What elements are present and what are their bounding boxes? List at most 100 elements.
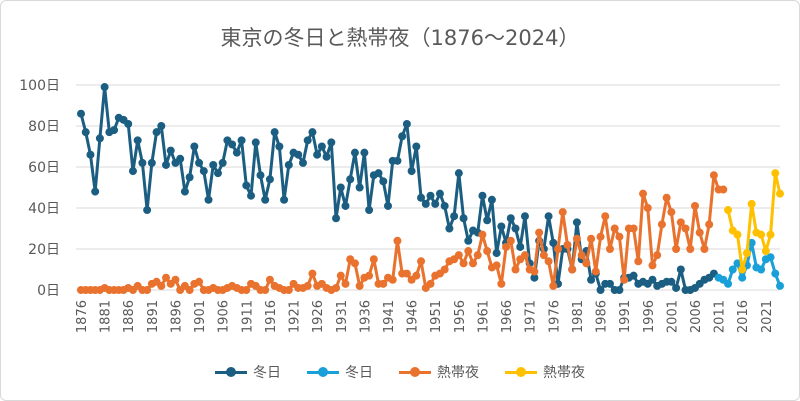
- data-point: [308, 269, 317, 278]
- data-point: [634, 257, 643, 266]
- data-point: [544, 257, 553, 266]
- legend-item: 熱帯夜: [399, 362, 479, 382]
- data-point: [204, 195, 213, 204]
- data-point: [275, 142, 284, 151]
- data-point: [143, 206, 152, 215]
- data-point: [317, 142, 326, 151]
- x-tick-label: 1956: [453, 300, 468, 333]
- x-tick-label: 1886: [122, 300, 137, 333]
- data-point: [459, 259, 468, 268]
- data-point: [459, 214, 468, 223]
- data-point: [95, 134, 104, 143]
- data-point: [530, 267, 539, 276]
- data-point: [294, 150, 303, 159]
- data-point: [128, 167, 137, 176]
- data-point: [478, 191, 487, 200]
- data-point: [185, 173, 194, 182]
- data-point: [596, 286, 605, 294]
- data-point: [256, 171, 265, 180]
- data-point: [110, 126, 119, 135]
- y-tick-label: 0日: [37, 283, 60, 299]
- data-point: [610, 224, 619, 233]
- x-tick-label: 2016: [736, 300, 751, 333]
- data-point: [572, 234, 581, 243]
- data-point: [520, 212, 529, 221]
- data-point: [313, 150, 322, 159]
- data-point: [431, 199, 440, 208]
- data-point: [166, 146, 175, 155]
- x-tick-label: 1941: [382, 300, 397, 333]
- data-point: [516, 242, 525, 251]
- data-point: [341, 279, 350, 288]
- data-point: [771, 269, 780, 278]
- data-point: [473, 251, 482, 260]
- data-point: [766, 253, 775, 262]
- legend-label: 冬日: [253, 365, 281, 381]
- legend-swatch: [399, 366, 431, 377]
- x-tick-label: 1876: [75, 300, 90, 333]
- data-point: [209, 160, 218, 169]
- x-tick-label: 2011: [713, 300, 728, 333]
- data-point: [728, 265, 737, 274]
- data-point: [464, 247, 473, 256]
- data-point: [379, 279, 388, 288]
- data-point: [582, 259, 591, 268]
- data-point: [251, 138, 260, 147]
- data-point: [341, 201, 350, 210]
- chart-title: 東京の冬日と熱帯夜（1876～2024）: [220, 26, 580, 50]
- data-point: [152, 128, 161, 137]
- data-point: [492, 261, 501, 270]
- data-point: [124, 119, 133, 128]
- data-point: [776, 189, 784, 198]
- data-point: [365, 206, 374, 215]
- data-point: [379, 177, 388, 186]
- x-tick-label: 1981: [571, 300, 586, 333]
- data-point: [185, 286, 194, 294]
- data-point: [554, 245, 563, 253]
- data-point: [577, 251, 586, 260]
- data-point: [724, 279, 733, 288]
- data-point: [147, 158, 156, 167]
- data-point: [247, 191, 256, 200]
- data-point: [242, 181, 251, 190]
- data-point: [365, 271, 374, 280]
- data-point: [662, 193, 671, 202]
- data-point: [237, 136, 246, 145]
- legend: 冬日 冬日 熱帯夜 熱帯夜: [0, 362, 800, 382]
- data-point: [303, 136, 312, 145]
- data-point: [738, 265, 747, 274]
- y-tick-label: 20日: [28, 242, 60, 258]
- x-tick-label: 1991: [618, 300, 633, 333]
- data-point: [620, 275, 629, 284]
- data-point: [412, 271, 421, 280]
- data-point: [539, 251, 548, 260]
- data-point: [265, 275, 274, 284]
- data-point: [690, 201, 699, 210]
- legend-swatch: [307, 366, 339, 377]
- data-point: [549, 281, 558, 290]
- data-point: [157, 281, 166, 290]
- x-tick-label: 1926: [311, 300, 326, 333]
- data-point: [407, 167, 416, 176]
- x-tick-label: 1936: [358, 300, 373, 333]
- data-point: [242, 286, 251, 294]
- data-point: [757, 265, 766, 274]
- data-point: [648, 261, 657, 270]
- x-tick-label: 1881: [99, 300, 114, 333]
- data-point: [412, 142, 421, 151]
- data-point: [558, 208, 567, 217]
- data-point: [195, 158, 204, 167]
- x-tick-label: 1976: [547, 300, 562, 333]
- data-point: [757, 230, 766, 239]
- data-point: [162, 273, 171, 282]
- legend-label: 熱帯夜: [437, 365, 479, 381]
- y-tick-label: 100日: [19, 78, 60, 94]
- data-point: [77, 109, 85, 118]
- x-tick-label: 1966: [500, 300, 515, 333]
- data-point: [492, 249, 501, 258]
- data-point: [657, 220, 666, 229]
- data-point: [336, 271, 345, 280]
- data-point: [709, 171, 718, 180]
- data-point: [374, 169, 383, 178]
- data-point: [426, 191, 435, 200]
